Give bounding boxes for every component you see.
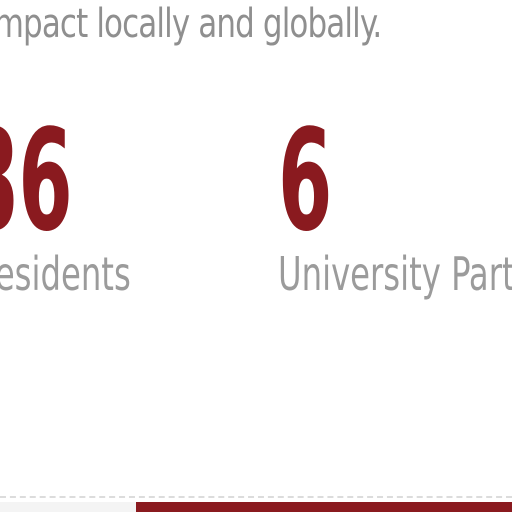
stat-number-university-partners: 6 xyxy=(278,100,333,263)
section-divider xyxy=(0,496,512,498)
intro-text: impact locally and globally. xyxy=(0,1,382,47)
stat-number-residents: 86 xyxy=(0,100,73,263)
stat-label-residents: Residents xyxy=(0,247,131,301)
stat-label-university-partners: University Partners xyxy=(278,247,512,301)
slider-progress-fill xyxy=(136,502,512,512)
